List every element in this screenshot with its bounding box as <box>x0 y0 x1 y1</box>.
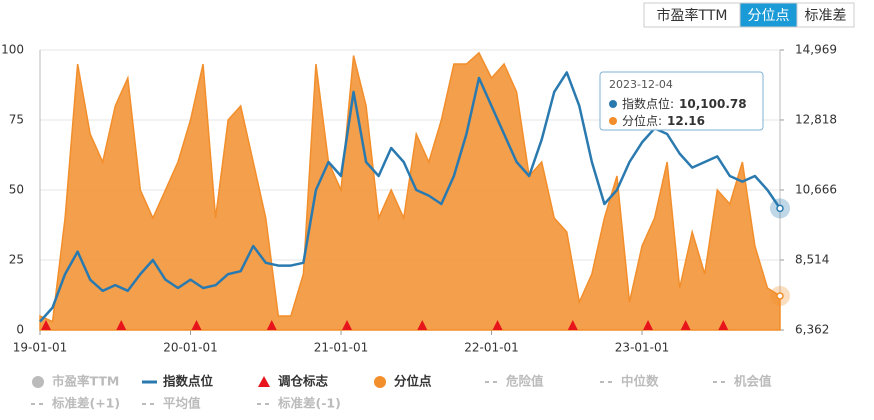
legend-label[interactable]: 调仓标志 <box>278 374 329 389</box>
legend-label[interactable]: 分位点 <box>394 374 432 389</box>
rebalance-marker <box>342 320 353 330</box>
tooltip-box <box>599 71 764 131</box>
tooltip-value: 10,100.78 <box>679 97 747 111</box>
x-tick-label: 20-01-01 <box>163 341 217 355</box>
y2-tick-label: 14,969 <box>795 43 837 57</box>
tooltip-label: 指数点位: <box>622 96 674 111</box>
tab-label[interactable]: 标准差 <box>805 8 847 24</box>
tooltip-dot <box>609 100 617 108</box>
y-tick-label: 50 <box>9 183 24 197</box>
end-point <box>776 204 784 213</box>
rebalance-marker <box>718 320 729 330</box>
rebalance-marker <box>492 320 503 330</box>
tooltip-label: 分位点: <box>622 113 662 128</box>
rebalance-marker <box>643 320 654 330</box>
y2-tick-label: 6,362 <box>795 323 829 337</box>
tab-label[interactable]: 市盈率TTM <box>657 7 728 24</box>
tooltip-dot <box>609 117 617 125</box>
legend-icon <box>258 376 270 387</box>
y-tick-label: 100 <box>1 43 24 57</box>
y-tick-label: 25 <box>9 253 24 267</box>
tab[interactable] <box>796 2 855 28</box>
y2-tick-label: 8,514 <box>795 252 829 266</box>
tab-label[interactable]: 分位点 <box>748 8 790 24</box>
rebalance-marker <box>417 320 428 330</box>
legend-label[interactable]: 指数点位 <box>163 374 214 389</box>
legend-label[interactable]: 市盈率TTM <box>52 374 119 389</box>
x-tick-label: 21-01-01 <box>314 341 368 355</box>
rebalance-marker <box>266 320 277 330</box>
legend-label[interactable]: 中位数 <box>621 374 659 389</box>
area-series <box>39 51 781 331</box>
legend-label[interactable]: 危险值 <box>505 374 544 389</box>
legend-label[interactable]: 标准差(+1) <box>51 396 120 411</box>
tooltip-value: 12.16 <box>667 114 705 128</box>
tab[interactable] <box>739 2 798 28</box>
legend-icon <box>374 376 386 388</box>
y2-tick-label: 12,818 <box>795 112 837 126</box>
legend-label[interactable]: 机会值 <box>734 374 772 389</box>
x-tick-label: 23-01-01 <box>615 341 669 355</box>
rebalance-marker <box>116 320 127 330</box>
legend-label[interactable]: 标准差(-1) <box>277 396 341 411</box>
tooltip-row: 指数点位: 10,100.78 <box>622 96 747 111</box>
y2-tick-label: 10,666 <box>795 182 837 196</box>
tab[interactable] <box>643 2 741 28</box>
x-tick-label: 22-01-01 <box>464 341 518 355</box>
legend-label[interactable]: 平均值 <box>163 396 201 411</box>
rebalance-marker <box>41 320 51 330</box>
tooltip-row: 分位点: 12.16 <box>622 113 705 128</box>
y-tick-label: 75 <box>9 113 24 127</box>
y-tick-label: 0 <box>16 323 24 337</box>
rebalance-marker <box>191 320 202 330</box>
legend-icon <box>32 376 44 388</box>
tooltip-date: 2023-12-04 <box>609 78 673 91</box>
x-tick-label: 19-01-01 <box>13 341 67 355</box>
rebalance-marker <box>567 320 578 330</box>
end-point <box>776 292 784 300</box>
rebalance-marker <box>680 320 691 330</box>
